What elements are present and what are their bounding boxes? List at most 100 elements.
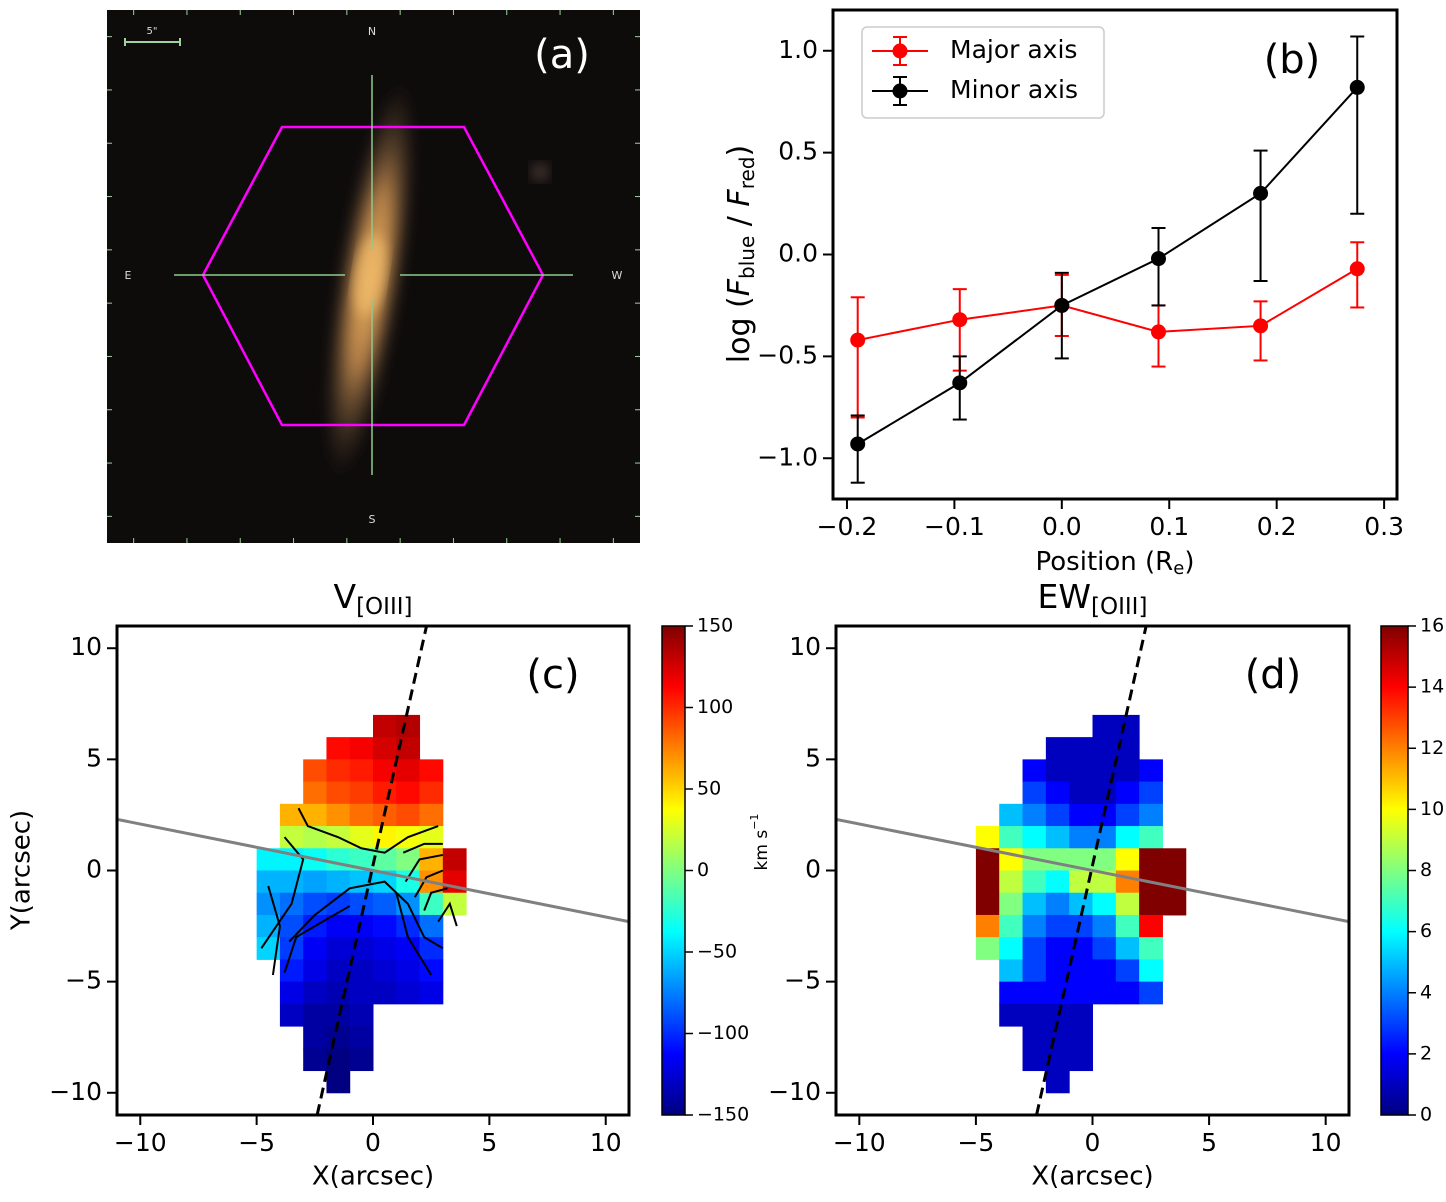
error-bar xyxy=(850,296,865,419)
cell xyxy=(396,848,421,871)
cell xyxy=(1092,714,1117,738)
cell xyxy=(1092,781,1117,805)
cell xyxy=(999,981,1024,1005)
cell xyxy=(419,759,444,783)
cell xyxy=(1092,959,1117,983)
heatmap xyxy=(117,626,629,1115)
cell xyxy=(303,759,327,783)
x-tick-label: 0.2 xyxy=(1257,512,1297,541)
cell xyxy=(396,937,421,960)
cell xyxy=(1115,737,1140,760)
cell xyxy=(1022,1003,1047,1027)
y-tick-label: 1.0 xyxy=(778,35,818,64)
y-tick-label: 0.0 xyxy=(778,239,818,268)
x-tick-label: 0.1 xyxy=(1149,512,1189,541)
marker xyxy=(952,375,968,391)
cell xyxy=(1139,803,1163,827)
cell xyxy=(326,870,351,894)
cell xyxy=(1092,848,1117,871)
cell xyxy=(373,892,397,916)
x-tick-label: 10 xyxy=(590,1128,622,1157)
cell xyxy=(975,937,1000,960)
cell xyxy=(349,1003,374,1027)
cell xyxy=(1069,759,1093,783)
contour xyxy=(260,836,305,949)
cell xyxy=(1115,803,1140,827)
colorbar-tick-label: −100 xyxy=(697,1022,749,1044)
x-tick-label: 5 xyxy=(1201,1128,1217,1157)
cell xyxy=(303,1003,327,1027)
colorbar-tick-label: 0 xyxy=(697,859,709,881)
cell xyxy=(1162,892,1187,916)
cell xyxy=(256,870,281,894)
cell xyxy=(1069,914,1093,938)
x-tick-label: −10 xyxy=(833,1128,886,1157)
cell xyxy=(999,870,1024,894)
panel-title: V[OIII] xyxy=(334,577,413,620)
error-bar xyxy=(1151,227,1166,307)
cell xyxy=(1069,781,1093,805)
marker xyxy=(850,436,866,452)
cell xyxy=(373,959,397,983)
compass-north: N xyxy=(368,25,376,38)
axis-line xyxy=(836,817,1349,924)
x-axis-label-end: ) xyxy=(1184,547,1194,577)
cell xyxy=(975,914,1000,938)
heatmap xyxy=(836,626,1349,1115)
cell xyxy=(349,848,374,871)
cell xyxy=(1022,937,1047,960)
cell xyxy=(1045,870,1070,894)
y-axis-label: Y(arcsec) xyxy=(7,810,37,931)
cell xyxy=(442,892,467,916)
cell xyxy=(373,781,397,805)
cell xyxy=(326,803,351,827)
cell xyxy=(1139,959,1163,983)
cell xyxy=(1092,892,1117,916)
cell xyxy=(303,803,327,827)
cell xyxy=(396,737,421,760)
cell xyxy=(1092,981,1117,1005)
cell xyxy=(1022,826,1047,849)
legend-marker xyxy=(892,43,908,59)
cell xyxy=(279,981,304,1005)
marker xyxy=(1151,324,1167,340)
panel-label: (b) xyxy=(1264,37,1321,83)
colorbar xyxy=(1380,625,1409,1116)
cell xyxy=(1022,914,1047,938)
cell xyxy=(1069,892,1093,916)
y-tick-label: −5 xyxy=(65,966,102,995)
cell xyxy=(1069,959,1093,983)
cell xyxy=(1139,781,1163,805)
contour xyxy=(288,880,444,950)
axes-frame xyxy=(115,624,631,1117)
marker xyxy=(952,312,968,328)
legend-marker xyxy=(892,83,908,99)
colorbar-tick-label: 16 xyxy=(1420,615,1444,637)
contour xyxy=(404,853,444,883)
cell xyxy=(975,892,1000,916)
cell xyxy=(256,914,281,938)
marker xyxy=(1253,318,1269,334)
galaxy-core xyxy=(353,235,387,315)
cell xyxy=(396,803,421,827)
cell xyxy=(326,1003,351,1027)
x-axis-label: X(arcsec) xyxy=(312,1162,434,1192)
y-tick-label: 0.5 xyxy=(778,137,818,166)
axis-line xyxy=(117,817,629,924)
cell xyxy=(1045,1026,1070,1049)
cell xyxy=(1115,759,1140,783)
colorbar-tick-label: 6 xyxy=(1420,920,1432,942)
cell xyxy=(1045,959,1070,983)
cell xyxy=(303,781,327,805)
legend-box xyxy=(861,26,1105,119)
cell xyxy=(1115,914,1140,938)
cell xyxy=(396,981,421,1005)
cell xyxy=(1115,937,1140,960)
cell xyxy=(1045,781,1070,805)
cell xyxy=(396,959,421,983)
cell xyxy=(1069,848,1093,871)
x-tick-label: 0.0 xyxy=(1042,512,1082,541)
compass-west: W xyxy=(612,269,623,282)
contour xyxy=(414,869,444,898)
cell xyxy=(396,781,421,805)
